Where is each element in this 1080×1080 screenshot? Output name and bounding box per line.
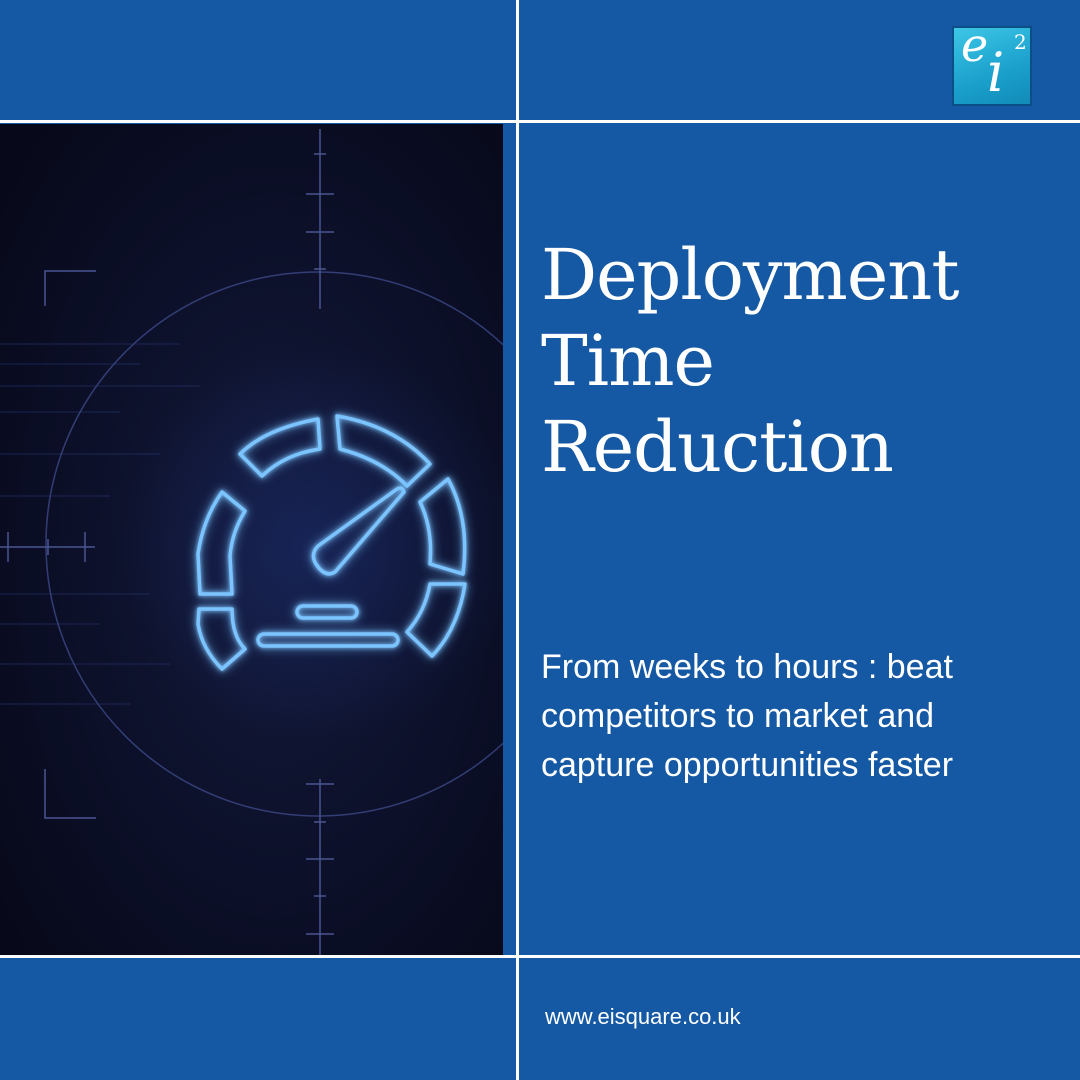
- subtitle: From weeks to hours : beat competitors t…: [541, 643, 1061, 790]
- subtitle-line-1: From weeks to hours : beat: [541, 648, 953, 686]
- headline: Deployment Time Reduction: [541, 232, 1061, 490]
- subtitle-line-3: capture opportunities faster: [541, 746, 954, 784]
- headline-line-3: Reduction: [541, 406, 894, 488]
- company-logo: e i 2: [952, 22, 1032, 106]
- headline-line-2: Time: [541, 320, 715, 402]
- logo-superscript: 2: [1014, 30, 1027, 54]
- website-link[interactable]: www.eisquare.co.uk: [545, 1004, 741, 1029]
- speedometer-illustration: [0, 124, 503, 955]
- logo-letter-i: i: [987, 41, 1005, 104]
- logo-letter-e: e: [961, 18, 989, 72]
- subtitle-line-2: competitors to market and: [541, 697, 935, 735]
- grid-line-vertical: [516, 0, 519, 1080]
- headline-line-1: Deployment: [541, 234, 959, 316]
- speedometer-icon: [0, 124, 503, 955]
- grid-line-top: [0, 120, 1080, 123]
- grid-line-bottom: [0, 955, 1080, 958]
